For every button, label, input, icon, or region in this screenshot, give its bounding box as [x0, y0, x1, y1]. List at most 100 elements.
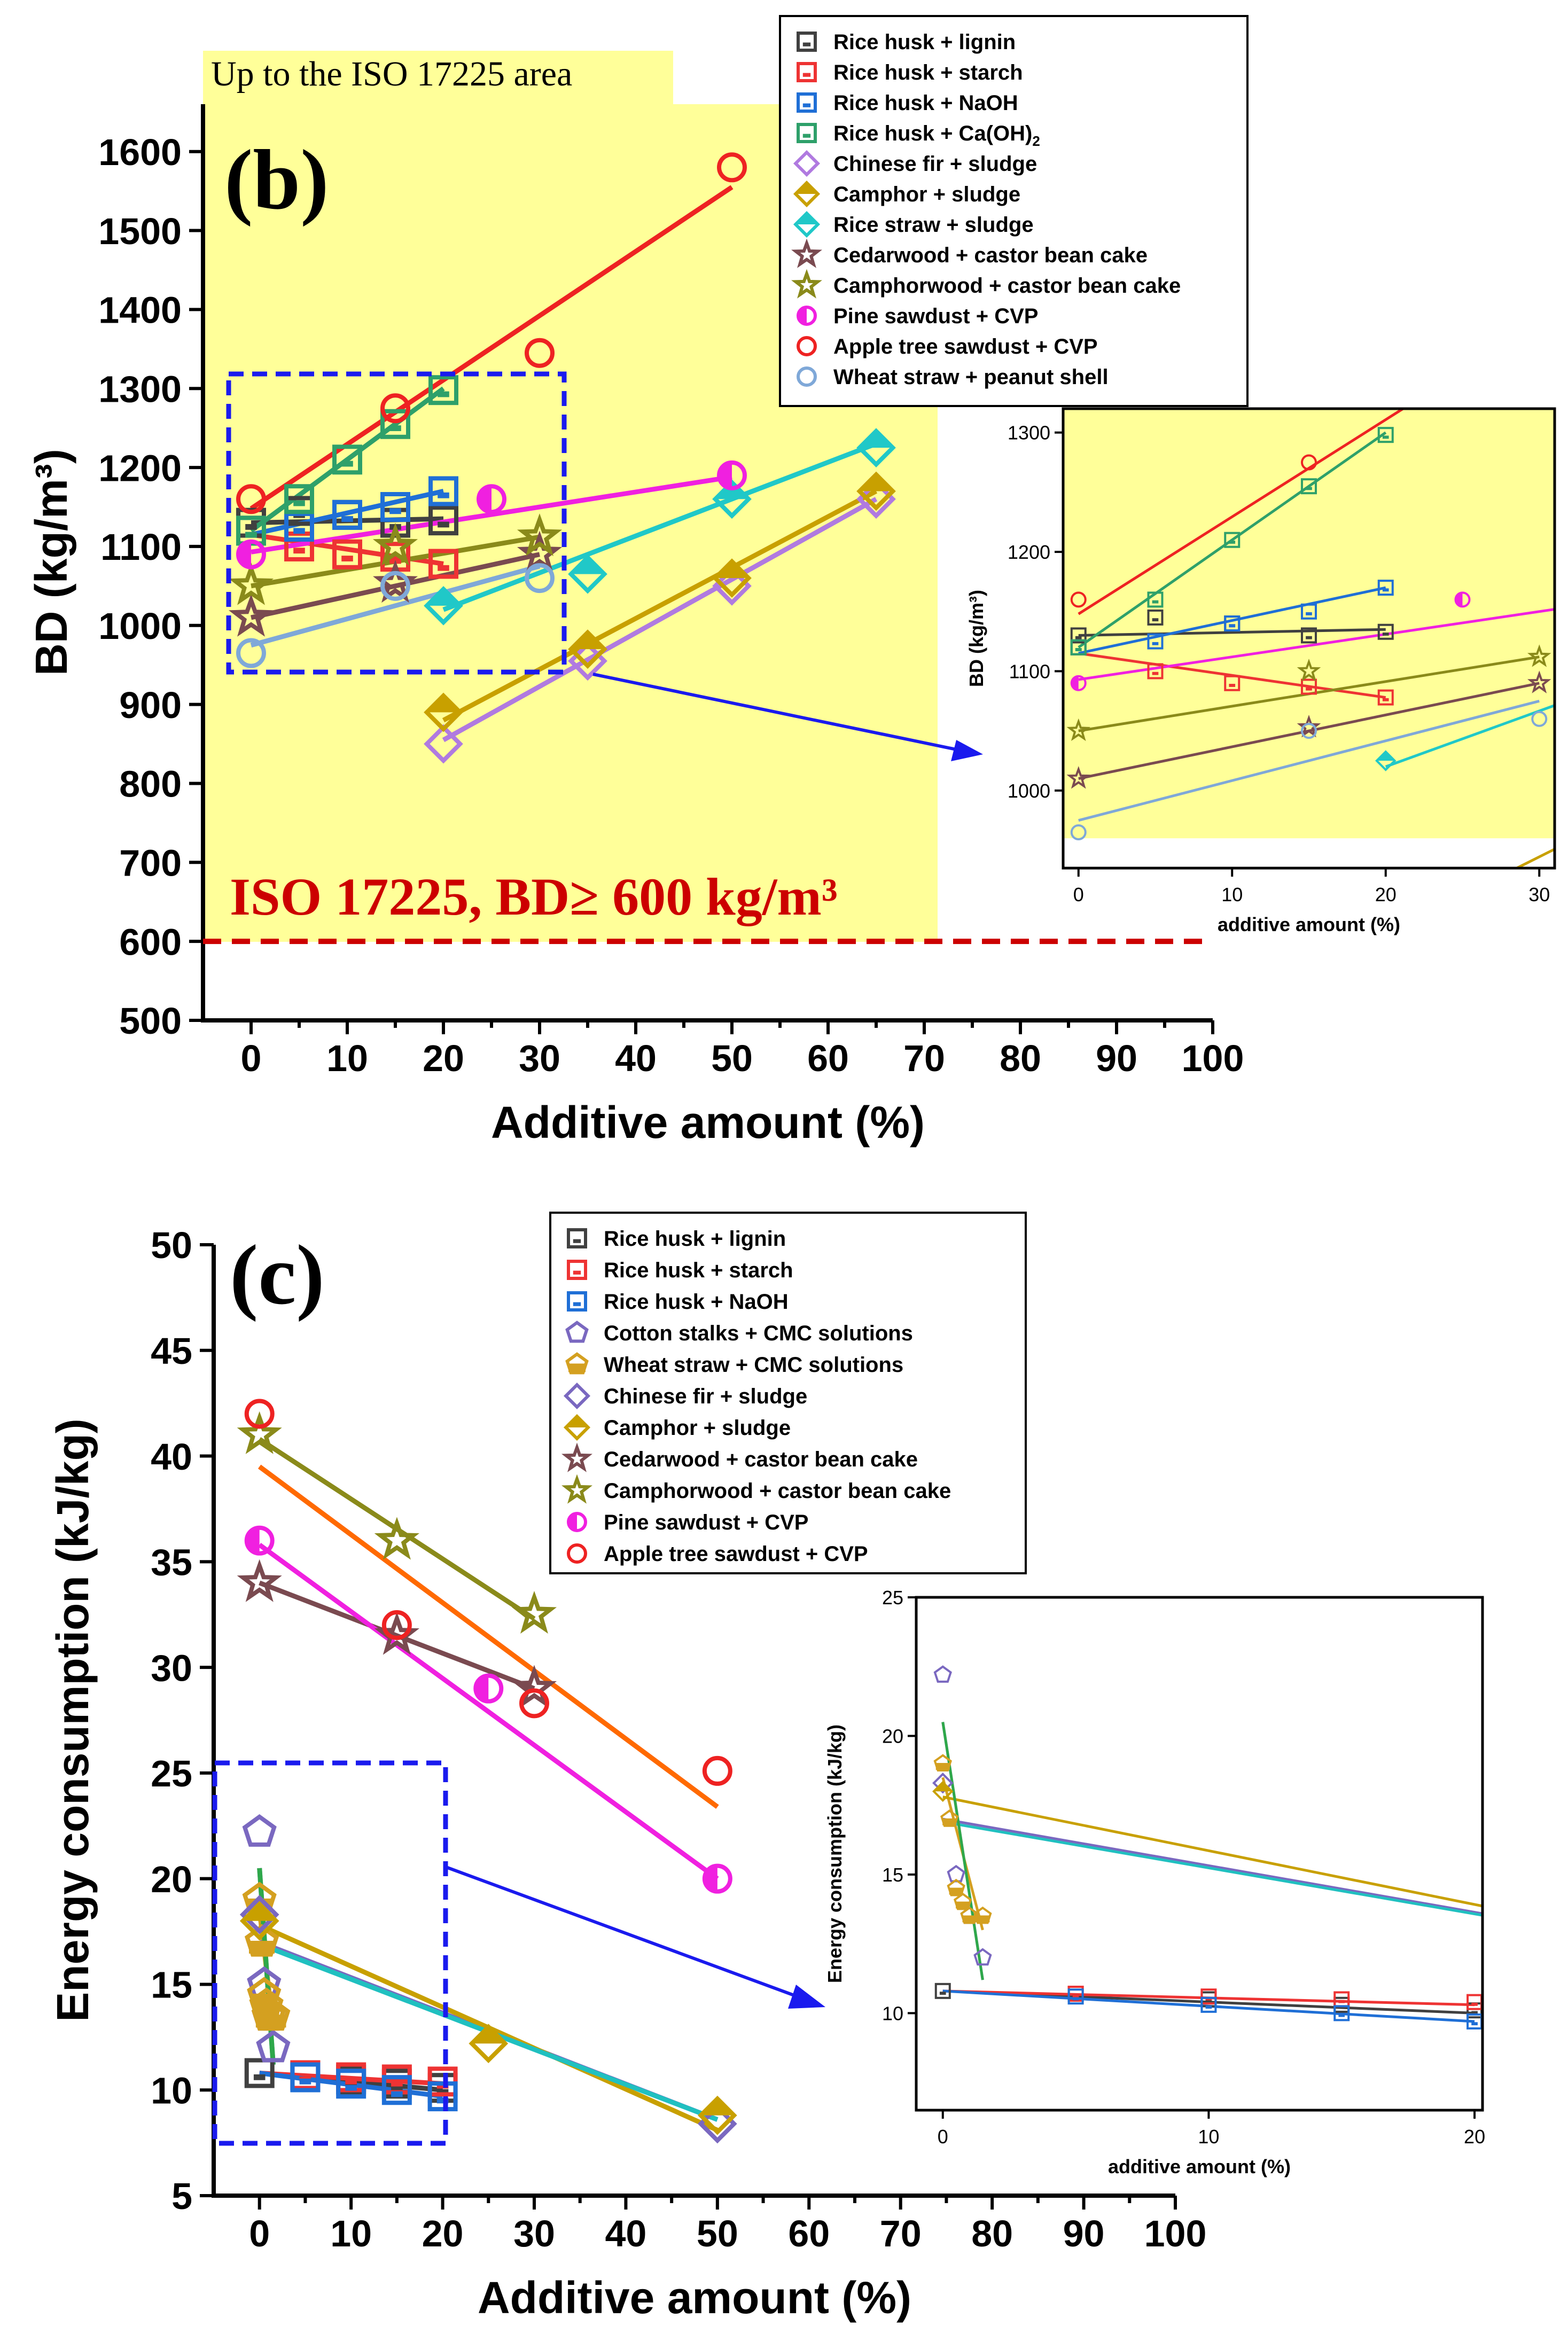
- y-tick-label: 1300: [98, 368, 182, 410]
- inset-point-rice-husk-naoh: [1333, 2005, 1350, 2021]
- inset-point-rice-husk-naoh-box: [1067, 1988, 1084, 2005]
- x-tick-label: 100: [1144, 2213, 1207, 2254]
- legend-label-camphorwood-castor-bean-cake: Camphorwood + castor bean cake: [833, 274, 1181, 298]
- inset-point-rice-husk-naoh-box: [1333, 2005, 1350, 2021]
- fit-line: [250, 564, 541, 648]
- inset-point-wheat-straw-cmc-solutions-fill: [956, 1901, 970, 1909]
- legend-marker-wheat-straw-cmc-solutions-shape: [565, 1352, 589, 1375]
- inset-point-rice-husk-naoh-fill: [1382, 588, 1389, 592]
- legend-marker-pine-sawdust-cvp-fill: [568, 1513, 577, 1531]
- fit-line: [442, 441, 877, 612]
- inset-frame: [1062, 407, 1556, 870]
- point-pine-sawdust-cvp: [717, 460, 747, 490]
- point-camphor-sludge-fill: [426, 696, 461, 713]
- inset-point-rice-husk-naoh-fill: [1471, 2022, 1478, 2026]
- x-tick-label: 60: [788, 2213, 830, 2254]
- legend-marker-rice-husk-lignin-box: [797, 32, 817, 52]
- inset-x-tick-label: 30: [1528, 884, 1550, 906]
- inset-point-rice-husk-starch-fill: [1072, 1994, 1079, 1998]
- panel-c-inset: 0 10 20 10 15 20 25 additive amount (%) Energy c…: [824, 1348, 1568, 2177]
- point-rice-husk-naoh: [427, 2081, 458, 2112]
- inset-x-tick-label: 20: [1464, 2126, 1485, 2148]
- point-rice-husk-starch-fill: [341, 556, 353, 561]
- legend-marker-camphorwood-castor-bean-cake: [561, 1474, 592, 1504]
- inset-x-tick-label: 10: [1198, 2126, 1219, 2148]
- x-tick-label: 0: [249, 2213, 270, 2254]
- point-camphor-sludge-fill: [243, 1904, 276, 1921]
- inset-point-rice-husk-ca-oh-2-box: [1147, 591, 1164, 608]
- panel-b-plot: 0 10 20 30 40 50 60 70 80 90 100500600700800900100…: [26, 104, 1244, 1148]
- legend-marker-cedarwood-castor-bean-cake: [561, 1442, 592, 1472]
- legend-label-wheat-straw-cmc-solutions: Wheat straw + CMC solutions: [604, 1353, 903, 1377]
- inset-y-tick-label: 20: [882, 1725, 903, 1747]
- legend-marker-wheat-straw-cmc-solutions: [565, 1352, 589, 1375]
- inset-point-rice-husk-naoh-fill: [1152, 642, 1159, 645]
- y-tick-label: 500: [119, 1000, 182, 1042]
- legend-label-wheat-straw-peanut-shell: Wheat straw + peanut shell: [833, 365, 1109, 389]
- legend-marker-apple-tree-sawdust-cvp: [797, 336, 817, 356]
- inset-point-rice-husk-starch: [1301, 678, 1317, 695]
- x-axis-title: Additive amount (%): [491, 1097, 925, 1148]
- inset-point-wheat-straw-cmc-solutions-shape: [947, 1878, 965, 1896]
- legend-label-apple-tree-sawdust-cvp: Apple tree sawdust + CVP: [833, 335, 1098, 358]
- legend-label-chinese-fir-sludge: Chinese fir + sludge: [604, 1385, 807, 1408]
- x-tick-label: 30: [513, 2213, 555, 2254]
- point-apple-tree-sawdust-cvp: [381, 1610, 412, 1640]
- x-axis-title: Additive amount (%): [478, 2273, 911, 2323]
- panel-c-plot: 0 10 20 30 40 50 60 70 80 90 100510152025303540455…: [48, 1224, 1206, 2323]
- fit-line: [442, 489, 878, 723]
- legend-marker-chinese-fir-sludge-shape: [793, 150, 821, 177]
- inset-point-camphorwood-castor-bean-cake: [1297, 658, 1321, 682]
- inset-point-wheat-straw-cmc-solutions-fill: [949, 1887, 963, 1895]
- inset-point-pine-sawdust-cvp: [1454, 591, 1471, 608]
- x-tick-label: 90: [1096, 1037, 1137, 1079]
- point-pine-sawdust-cvp-fill: [246, 1527, 260, 1554]
- fit-line: [259, 1580, 535, 1691]
- x-tick-label: 90: [1063, 2213, 1105, 2254]
- point-rice-husk-naoh-box: [336, 2069, 366, 2099]
- inset-point-rice-husk-naoh-box: [1147, 633, 1164, 650]
- panel-b: Up to the ISO 17225 area (b) ISO 17225, …: [26, 15, 1556, 1148]
- point-rice-straw-sludge: [568, 554, 607, 594]
- inset-point-rice-husk-naoh: [1067, 1988, 1084, 2005]
- legend-label-rice-husk-ca-oh-2: Rice husk + Ca(OH)2: [833, 122, 1040, 149]
- point-rice-husk-ca-oh-2: [380, 409, 410, 439]
- inset-x-tick-label: 0: [938, 2126, 948, 2148]
- inset-point-rice-husk-lignin: [934, 1982, 951, 1999]
- point-rice-husk-naoh-fill: [341, 516, 353, 522]
- inset-fit-line: [943, 1348, 1568, 1486]
- inset-point-rice-straw-sludge: [1375, 750, 1397, 771]
- inset-point-wheat-straw-cmc-solutions: [933, 1754, 952, 1771]
- point-rice-husk-starch-fill: [436, 2082, 449, 2089]
- inset-point-wheat-straw-peanut-shell: [1531, 711, 1548, 727]
- point-rice-husk-naoh-box: [380, 492, 410, 522]
- point-rice-husk-naoh-box: [428, 476, 458, 506]
- inset-point-rice-husk-starch-box: [1200, 1988, 1217, 2005]
- inset-point-rice-husk-lignin: [1070, 627, 1087, 644]
- fit-line: [258, 1464, 719, 1809]
- inset-point-rice-husk-starch: [1224, 675, 1241, 691]
- point-rice-straw-sludge-fill: [715, 482, 749, 499]
- point-cotton-stalks-cmc-solutions-shape: [256, 2030, 291, 2063]
- point-rice-husk-naoh-fill: [389, 508, 401, 514]
- inset-point-rice-husk-ca-oh-2-box: [1224, 532, 1241, 548]
- legend-frame: [549, 1212, 1027, 1574]
- point-pine-sawdust-cvp-fill: [238, 541, 251, 567]
- iso-header-box: [203, 51, 673, 104]
- inset-point-rice-husk-lignin-box: [1301, 627, 1317, 644]
- fit-line: [442, 497, 878, 743]
- x-tick-label: 10: [326, 1037, 368, 1079]
- x-tick-label: 80: [971, 2213, 1013, 2254]
- point-apple-tree-sawdust-cvp: [244, 1399, 275, 1429]
- inset-point-rice-husk-ca-oh-2: [1377, 427, 1394, 443]
- inset-point-rice-husk-lignin-fill: [1152, 618, 1159, 622]
- point-rice-husk-ca-oh-2: [428, 375, 458, 405]
- inset-point-rice-husk-lignin-box: [1070, 627, 1087, 644]
- legend-label-rice-husk-lignin: Rice husk + lignin: [833, 30, 1016, 54]
- x-tick-label: 100: [1182, 1037, 1244, 1079]
- legend-label-camphorwood-castor-bean-cake: Camphorwood + castor bean cake: [604, 1479, 951, 1503]
- inset-point-rice-husk-starch-fill: [1471, 2002, 1478, 2006]
- x-tick-label: 80: [1000, 1037, 1041, 1079]
- inset-point-rice-husk-ca-oh-2: [1301, 478, 1317, 495]
- point-rice-straw-sludge-fill: [426, 589, 461, 606]
